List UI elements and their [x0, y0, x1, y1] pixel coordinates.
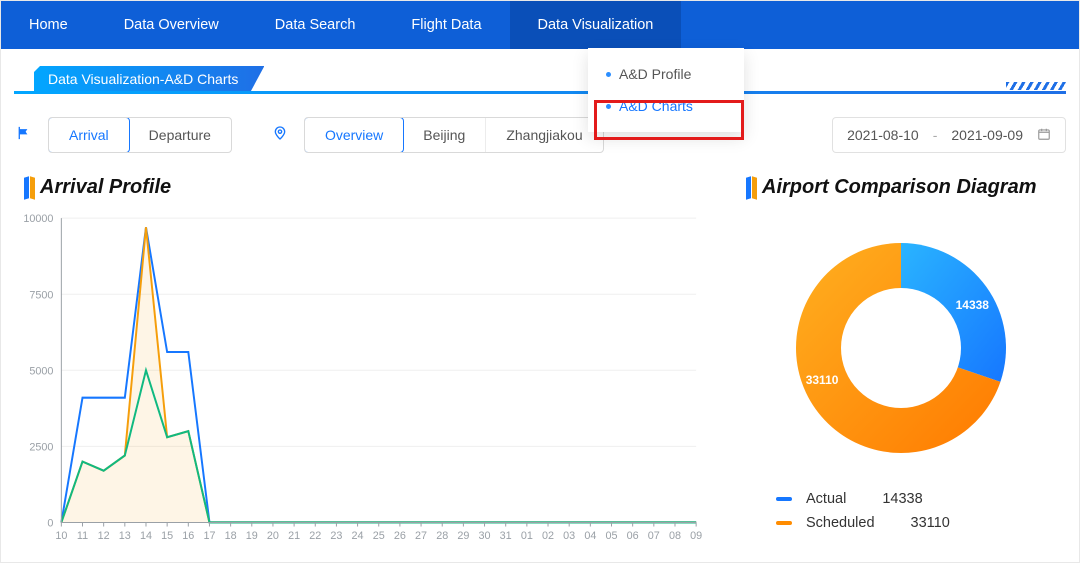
date-from: 2021-08-10: [847, 127, 919, 143]
svg-text:29: 29: [457, 530, 469, 542]
svg-text:10: 10: [55, 530, 67, 542]
nav-data-visualization[interactable]: Data Visualization: [510, 1, 682, 49]
mode-segment: Arrival Departure: [48, 117, 232, 153]
svg-text:24: 24: [352, 530, 364, 542]
calendar-icon: [1037, 127, 1051, 144]
svg-text:26: 26: [394, 530, 406, 542]
svg-text:05: 05: [605, 530, 617, 542]
bullet-icon: [606, 72, 611, 77]
svg-text:02: 02: [542, 530, 554, 542]
decor-stripes-icon: [1006, 82, 1066, 90]
svg-text:30: 30: [479, 530, 491, 542]
svg-text:04: 04: [584, 530, 596, 542]
svg-text:28: 28: [436, 530, 448, 542]
svg-text:31: 31: [500, 530, 512, 542]
svg-text:15: 15: [161, 530, 173, 542]
svg-text:06: 06: [627, 530, 639, 542]
svg-text:5000: 5000: [29, 365, 53, 377]
breadcrumb-underline: [14, 91, 1066, 94]
nav-data-overview[interactable]: Data Overview: [96, 1, 247, 49]
svg-text:16: 16: [182, 530, 194, 542]
bullet-icon: [606, 104, 611, 109]
svg-text:09: 09: [690, 530, 702, 542]
dropdown-item-label: A&D Charts: [619, 98, 693, 114]
airport-overview[interactable]: Overview: [304, 117, 404, 153]
dropdown-ad-charts[interactable]: A&D Charts: [588, 90, 744, 122]
svg-text:11: 11: [77, 530, 88, 542]
svg-text:07: 07: [648, 530, 660, 542]
panel-title-text: Airport Comparison Diagram: [762, 176, 1036, 199]
mode-departure[interactable]: Departure: [129, 118, 231, 152]
mode-arrival[interactable]: Arrival: [48, 117, 130, 153]
top-nav: Home Data Overview Data Search Flight Da…: [1, 1, 1079, 49]
date-to: 2021-09-09: [951, 127, 1023, 143]
comparison-title: Airport Comparison Diagram: [746, 176, 1066, 199]
svg-text:7500: 7500: [29, 289, 53, 301]
svg-text:23: 23: [330, 530, 342, 542]
arrival-profile-title: Arrival Profile: [24, 176, 714, 199]
svg-text:2500: 2500: [29, 441, 53, 453]
svg-text:14: 14: [140, 530, 152, 542]
date-separator: -: [933, 127, 938, 143]
legend-label: Actual: [806, 491, 846, 507]
panel-title-text: Arrival Profile: [40, 176, 171, 199]
breadcrumb-banner: Data Visualization-A&D Charts: [14, 60, 1066, 96]
title-mark-icon: [746, 177, 756, 199]
main-content: Data Visualization-A&D Charts Arrival De…: [14, 60, 1066, 553]
donut-chart: 14338 33110: [786, 233, 1016, 463]
airport-segment: Overview Beijing Zhangjiakou: [304, 117, 604, 153]
donut-hole: [841, 288, 961, 408]
arrival-line-chart: 0 2500 5000 7500 10000 10 11 12 13 14 15 16 17 18 19 20…: [16, 212, 706, 549]
donut-legend: Actual 14338 Scheduled 33110: [736, 487, 1066, 535]
svg-text:19: 19: [246, 530, 258, 542]
flag-icon: [14, 126, 32, 145]
svg-text:08: 08: [669, 530, 681, 542]
svg-text:22: 22: [309, 530, 321, 542]
svg-text:21: 21: [288, 530, 300, 542]
nav-flight-data[interactable]: Flight Data: [383, 1, 509, 49]
filter-bar: Arrival Departure Overview Beijing Zhang…: [14, 112, 1066, 158]
airport-beijing[interactable]: Beijing: [403, 118, 486, 152]
legend-swatch-icon: [776, 497, 792, 501]
donut-slice-label: 33110: [806, 373, 839, 387]
legend-scheduled: Scheduled 33110: [776, 511, 1066, 535]
legend-value: 33110: [911, 515, 950, 531]
legend-value: 14338: [882, 491, 922, 507]
legend-actual: Actual 14338: [776, 487, 1066, 511]
svg-text:17: 17: [203, 530, 215, 542]
legend-label: Scheduled: [806, 515, 875, 531]
dropdown-item-label: A&D Profile: [619, 66, 691, 82]
nav-home[interactable]: Home: [1, 1, 96, 49]
svg-text:01: 01: [521, 530, 533, 542]
breadcrumb-text: Data Visualization-A&D Charts: [34, 66, 264, 92]
svg-text:27: 27: [415, 530, 427, 542]
svg-text:10000: 10000: [23, 213, 53, 225]
svg-text:0: 0: [47, 517, 53, 529]
nav-dropdown: A&D Profile A&D Charts: [588, 48, 744, 132]
airport-zhangjiakou[interactable]: Zhangjiakou: [486, 118, 602, 152]
comparison-panel: Airport Comparison Diagram 14338 33110 Ac…: [736, 172, 1066, 553]
title-mark-icon: [24, 177, 34, 199]
donut-slice-label: 14338: [956, 298, 989, 312]
svg-text:25: 25: [373, 530, 385, 542]
dropdown-ad-profile[interactable]: A&D Profile: [588, 58, 744, 90]
legend-swatch-icon: [776, 521, 792, 525]
svg-text:20: 20: [267, 530, 279, 542]
panels-row: Arrival Profile 0 2500 5000 7500 10000 10 11 12…: [14, 172, 1066, 553]
date-range-picker[interactable]: 2021-08-10 - 2021-09-09: [832, 117, 1066, 153]
svg-text:18: 18: [225, 530, 237, 542]
nav-data-search[interactable]: Data Search: [247, 1, 384, 49]
svg-text:13: 13: [119, 530, 131, 542]
svg-text:03: 03: [563, 530, 575, 542]
arrival-profile-panel: Arrival Profile 0 2500 5000 7500 10000 10 11 12…: [14, 172, 714, 553]
location-pin-icon: [272, 125, 288, 146]
svg-text:12: 12: [98, 530, 110, 542]
